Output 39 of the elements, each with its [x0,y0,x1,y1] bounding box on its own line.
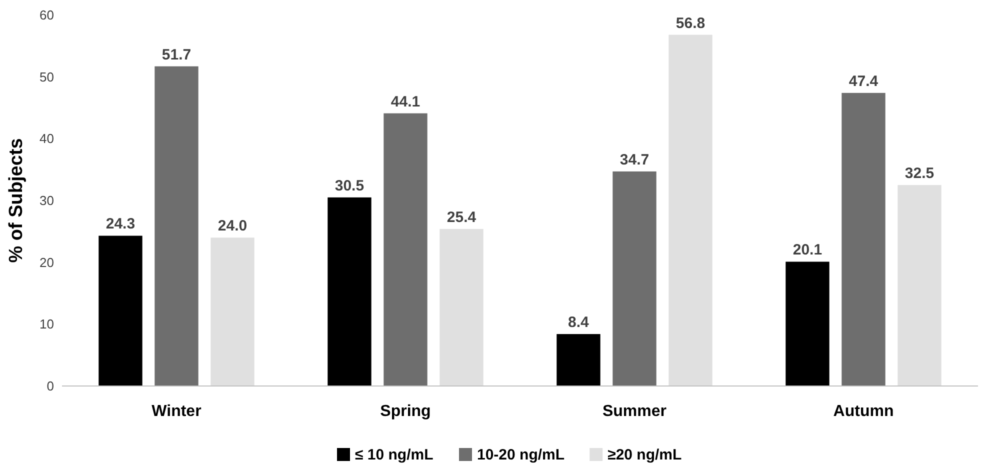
text: 20.1 [792,242,822,259]
y-tick-label: 10 [40,316,54,332]
text: 8.4 [568,314,589,332]
x-tick-label: Autumn [833,403,894,420]
bar [384,113,428,386]
bar [98,236,142,386]
text: 34.7 [620,151,650,168]
legend-label: 10-20 ng/mL [477,446,565,464]
text: 32.5 [904,165,934,182]
text: 25.4 [446,208,476,226]
y-tick-label: 20 [40,254,54,270]
x-tick-label: Winter [152,403,202,420]
bar [668,34,712,386]
legend-label: ≤ 10 ng/mL [355,446,434,464]
bar [842,92,886,386]
text: 24.0 [218,218,248,235]
text: 30.5 [334,177,364,194]
bar [328,197,372,386]
y-axis-title: % of Subjects [6,138,27,263]
y-tick-label: 60 [40,8,54,23]
y-tick-label: 50 [40,69,54,84]
text: 44.1 [390,93,420,110]
x-tick-label: Summer [602,403,667,420]
text: 56.8 [676,14,706,32]
text: 24.3 [106,216,136,233]
y-tick-label: 0 [46,378,54,394]
y-tick-label: 30 [40,193,54,208]
bar [898,185,942,386]
bar [154,66,198,386]
legend-label: ≥20 ng/mL [608,446,682,464]
text: 51.7 [162,46,192,64]
x-tick-label: Spring [380,403,431,420]
bar [612,171,656,386]
bar [786,262,830,386]
y-tick-label: 40 [40,131,54,146]
bar [556,334,600,386]
text: 47.4 [848,72,878,90]
bar [210,238,254,386]
bar [440,228,484,386]
